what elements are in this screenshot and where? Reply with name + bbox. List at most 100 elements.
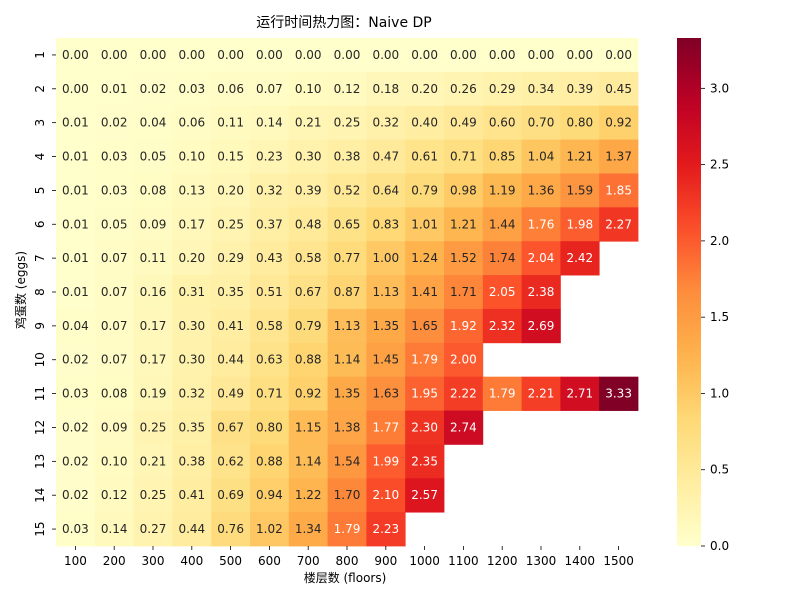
cell-value-label: 1.34 (295, 522, 322, 536)
cell-value-label: 0.49 (450, 116, 477, 130)
cell-value-label: 0.00 (295, 48, 322, 62)
heatmap-cell (211, 71, 251, 107)
cell-value-label: 1.79 (334, 522, 361, 536)
heatmap-cell (56, 376, 96, 411)
heatmap-cell (250, 478, 290, 513)
heatmap-cell (327, 410, 367, 445)
heatmap-cell (521, 139, 561, 174)
heatmap-cell (366, 478, 406, 513)
cell-value-label: 1.98 (566, 217, 593, 231)
cell-value-label: 0.10 (101, 454, 128, 468)
cell-value-label: 0.71 (450, 150, 477, 164)
cell-value-label: 0.06 (217, 82, 244, 96)
cell-value-label: 1.38 (334, 420, 361, 434)
heatmap-cell (56, 207, 96, 242)
cell-value-label: 0.20 (217, 183, 244, 197)
heatmap-cell (56, 38, 96, 73)
cell-value-label: 0.02 (101, 116, 128, 130)
heatmap-cell (288, 241, 328, 276)
cell-value-label: 0.00 (411, 48, 438, 62)
cell-value-label: 2.27 (605, 217, 632, 231)
heatmap-cell (521, 376, 561, 411)
heatmap-cell (56, 105, 96, 140)
heatmap-cell (405, 444, 445, 479)
heatmap-cell (327, 241, 367, 276)
cell-value-label: 1.52 (450, 251, 477, 265)
heatmap-cell (327, 139, 367, 174)
cell-value-label: 0.44 (217, 353, 244, 367)
cell-value-label: 0.25 (140, 420, 167, 434)
cell-value-label: 0.17 (140, 353, 167, 367)
heatmap-cell (172, 173, 212, 208)
heatmap-cell (366, 275, 406, 310)
cell-value-label: 0.00 (62, 82, 89, 96)
cell-value-label: 1.85 (605, 183, 632, 197)
cell-value-label: 1.15 (295, 420, 322, 434)
x-tick-label: 1000 (409, 554, 440, 568)
cell-value-label: 0.19 (140, 387, 167, 401)
heatmap-cell (482, 173, 522, 208)
cell-value-label: 0.43 (256, 251, 283, 265)
y-tick-label: 13 (33, 454, 47, 469)
cell-value-label: 0.27 (140, 522, 167, 536)
heatmap-cell (327, 38, 367, 73)
cell-value-label: 2.21 (528, 387, 555, 401)
cell-value-label: 0.00 (528, 48, 555, 62)
y-tick-label: 4 (33, 153, 47, 161)
heatmap-cell (211, 478, 251, 513)
cell-value-label: 2.04 (528, 251, 555, 265)
cell-value-label: 0.21 (140, 454, 167, 468)
heatmap-cell (327, 342, 367, 378)
heatmap-cell (172, 71, 212, 107)
heatmap-cell (560, 376, 600, 411)
cell-value-label: 0.02 (140, 82, 167, 96)
cell-value-label: 1.13 (372, 285, 399, 299)
cell-value-label: 0.23 (256, 150, 283, 164)
heatmap-cell (288, 342, 328, 378)
heatmap-cell (250, 444, 290, 479)
x-tick-label: 600 (258, 554, 281, 568)
cell-value-label: 2.69 (528, 319, 555, 333)
x-tick-label: 500 (219, 554, 242, 568)
cell-value-label: 0.00 (140, 48, 167, 62)
heatmap-cell (366, 207, 406, 242)
cell-value-label: 0.39 (566, 82, 593, 96)
cell-value-label: 1.37 (605, 150, 632, 164)
cell-value-label: 1.24 (411, 251, 438, 265)
cell-value-label: 0.00 (605, 48, 632, 62)
heatmap-cell (172, 275, 212, 310)
cell-value-label: 0.52 (334, 183, 361, 197)
heatmap-cell (172, 38, 212, 73)
heatmap-cell (250, 512, 290, 547)
cell-value-label: 0.94 (256, 488, 283, 502)
cell-value-label: 0.58 (256, 319, 283, 333)
heatmap-cell (172, 207, 212, 242)
heatmap-cell (94, 71, 134, 107)
cell-value-label: 0.62 (217, 454, 244, 468)
cell-value-label: 0.45 (605, 82, 632, 96)
heatmap-cell (56, 275, 96, 310)
x-tick-label: 400 (180, 554, 203, 568)
heatmap-cell (250, 71, 290, 107)
heatmap-cell (444, 71, 484, 107)
heatmap-cell (366, 241, 406, 276)
heatmap-cell (599, 376, 639, 411)
cell-value-label: 1.35 (372, 319, 399, 333)
x-tick-label: 1400 (565, 554, 596, 568)
cell-value-label: 0.51 (256, 285, 283, 299)
cell-value-label: 2.10 (372, 488, 399, 502)
cell-value-label: 0.01 (101, 82, 128, 96)
cell-value-label: 0.00 (450, 48, 477, 62)
cell-value-label: 0.79 (295, 319, 322, 333)
heatmap-cell (366, 444, 406, 479)
cell-value-label: 2.42 (566, 251, 593, 265)
cell-value-label: 2.38 (528, 285, 555, 299)
cell-value-label: 0.25 (140, 488, 167, 502)
heatmap-cell (366, 71, 406, 107)
heatmap-cell (94, 512, 134, 547)
cell-value-label: 2.23 (372, 522, 399, 536)
heatmap-cell (288, 173, 328, 208)
cell-value-label: 1.14 (295, 454, 322, 468)
